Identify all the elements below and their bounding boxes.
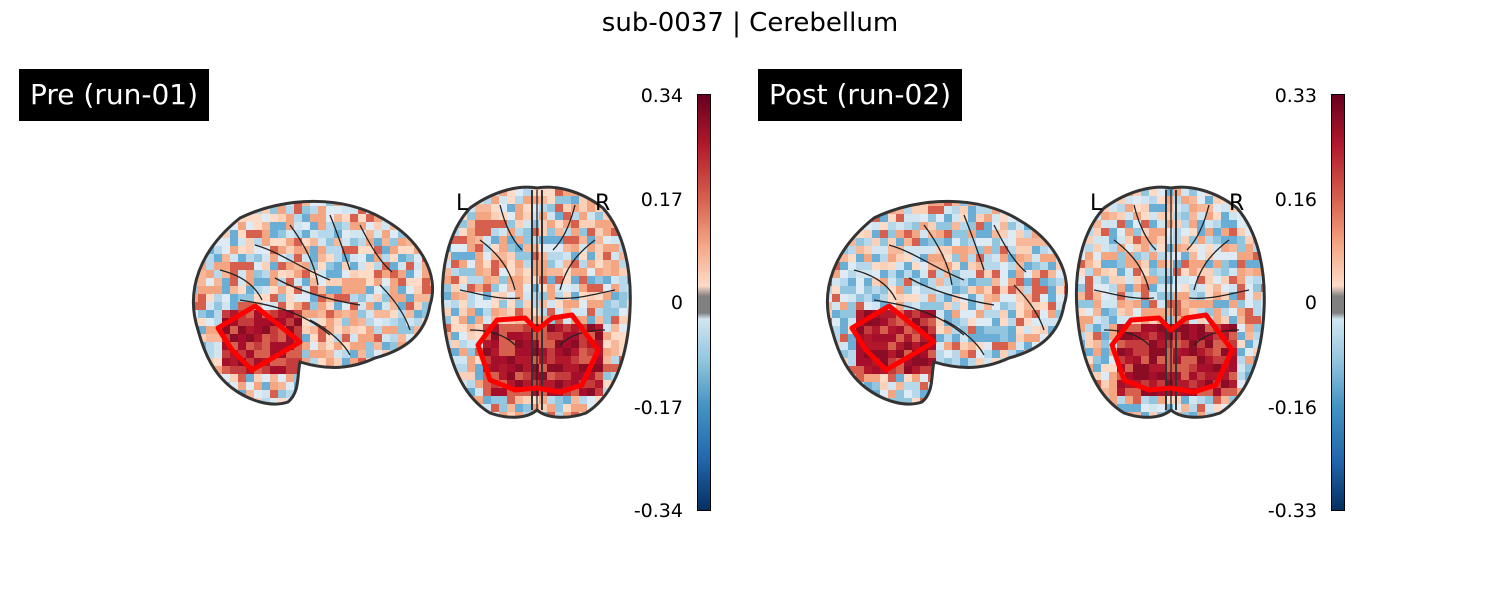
axial-brain-outline [440,185,632,419]
colorbar-tick: -0.33 [1267,500,1317,522]
colorbar-tick: -0.34 [633,500,683,522]
colorbar-pre [697,94,711,511]
colorbar-tick: 0 [1304,292,1317,314]
colorbar-tick: 0.33 [1274,85,1317,107]
midline [1165,190,1177,410]
panel-label-post: Post (run-02) [758,69,963,121]
colorbar-tick: 0 [670,292,683,314]
sagittal-brain-outline [825,199,1069,406]
roi-outline-sagittal [849,303,937,373]
roi-outline-sagittal [215,303,303,373]
colorbar-post [1331,94,1345,511]
sulci-lines [853,190,1250,410]
sulci-lines [219,190,616,410]
orientation-label-left: L [1090,191,1103,216]
orientation-label-left: L [456,191,469,216]
colorbar-tick: 0.17 [640,189,683,211]
colorbar-tick: 0.34 [640,85,683,107]
orientation-label-right: R [1229,191,1244,216]
colorbar-tick: 0.16 [1274,189,1317,211]
sagittal-brain-outline [191,199,435,406]
midline [531,190,543,410]
roi-outline-axial [475,312,601,395]
figure-title: sub-0037 | Cerebellum [601,8,899,38]
colorbar-tick: -0.17 [633,397,683,419]
orientation-label-right: R [595,191,610,216]
colorbar-tick: -0.16 [1267,397,1317,419]
axial-brain-outline [1074,185,1266,419]
panel-label-pre: Pre (run-01) [19,69,209,121]
roi-outline-axial [1109,312,1235,395]
